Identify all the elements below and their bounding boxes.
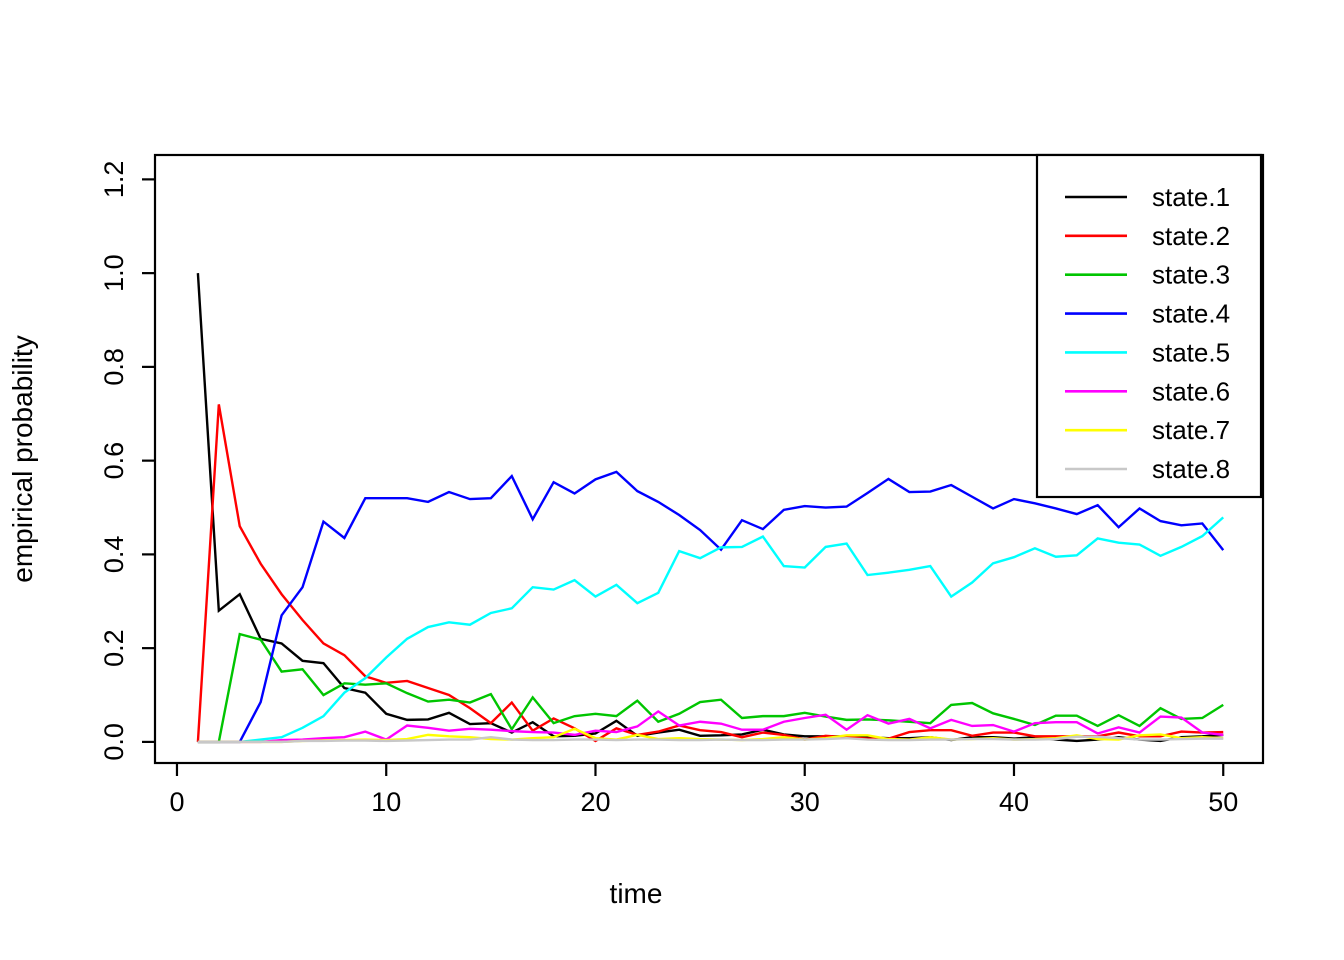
y-axis-tick-label: 0.6 [99, 442, 129, 480]
legend-label-state.1: state.1 [1152, 182, 1230, 212]
legend-label-state.4: state.4 [1152, 299, 1230, 329]
x-axis-tick-label: 0 [169, 787, 184, 817]
series-line-state.4 [197, 470, 1225, 744]
y-axis-title: empirical probability [7, 335, 38, 582]
legend-label-state.6: state.6 [1152, 376, 1230, 406]
x-axis-title: time [610, 878, 663, 909]
y-axis-tick-label: 0.8 [99, 348, 129, 386]
y-axis-tick-label: 1.0 [99, 254, 129, 292]
y-axis-tick-label: 0.2 [99, 629, 129, 667]
legend-label-state.5: state.5 [1152, 337, 1230, 367]
x-axis-tick-label: 50 [1208, 787, 1238, 817]
series-line-state.2 [196, 404, 1224, 743]
plot-border [153, 153, 1265, 765]
legend-label-state.7: state.7 [1152, 415, 1230, 445]
legend-label-state.8: state.8 [1152, 454, 1230, 484]
x-axis-tick-label: 10 [371, 787, 401, 817]
legend-box [1035, 153, 1263, 499]
series-line-state.5 [197, 516, 1225, 744]
series-line-state.8 [197, 735, 1224, 744]
x-axis-tick-label: 30 [790, 787, 820, 817]
y-axis-tick-label: 0.0 [99, 723, 129, 761]
x-axis-tick-label: 20 [580, 787, 610, 817]
legend-label-state.3: state.3 [1152, 260, 1230, 290]
x-axis-tick-label: 40 [999, 787, 1029, 817]
series-line-state.3 [197, 632, 1224, 744]
legend-label-state.2: state.2 [1152, 221, 1230, 251]
y-axis-tick-label: 1.2 [99, 161, 129, 199]
series-line-state.6 [197, 709, 1224, 744]
y-axis-tick-label: 0.4 [99, 536, 129, 574]
